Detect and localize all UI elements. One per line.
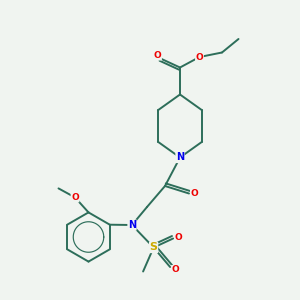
Text: O: O: [175, 232, 182, 242]
Text: N: N: [176, 152, 184, 163]
Text: S: S: [150, 242, 158, 253]
Text: O: O: [154, 51, 161, 60]
Text: O: O: [71, 193, 79, 202]
Text: O: O: [190, 189, 198, 198]
Text: N: N: [128, 220, 136, 230]
Text: O: O: [196, 52, 203, 62]
Text: O: O: [172, 266, 179, 274]
